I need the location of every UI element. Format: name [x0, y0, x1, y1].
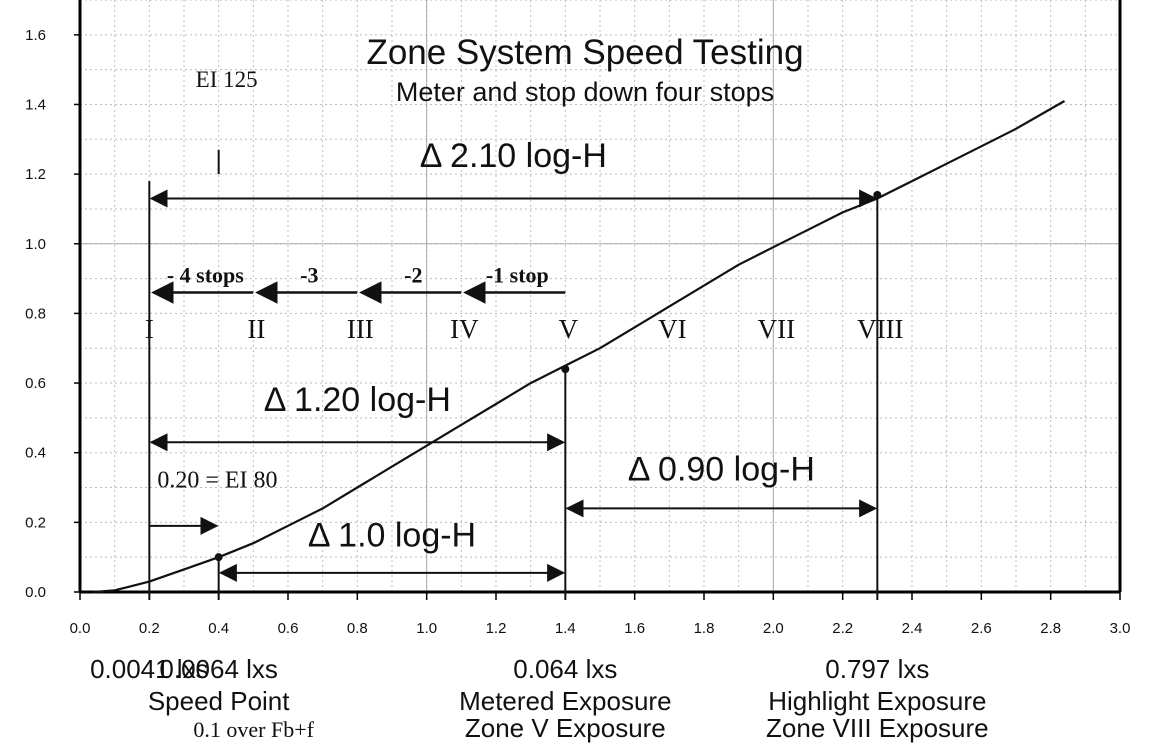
axes: 0.0 0.2 0.4 0.6 0.8 1.0 1.2 1.4 1.6 1.8 2.0 2.2 2.4 2…	[25, 0, 1130, 637]
stop-label: -3	[300, 263, 318, 288]
zone-label: V	[559, 314, 579, 344]
x-tick-label: 1.2	[486, 620, 507, 637]
x-tick-label: 1.0	[416, 620, 437, 637]
x-tick-label: 0.6	[278, 620, 299, 637]
x-tick-label: 1.6	[624, 620, 645, 637]
bottom-annotation-line: 0.1 over Fb+f	[193, 717, 314, 742]
x-tick-label: 2.6	[971, 620, 992, 637]
bottom-annotation-line: 0.064 lxs	[513, 654, 617, 684]
ei-80-label: 0.20 = EI 80	[157, 468, 277, 494]
span-label: Δ 0.90 log-H	[628, 451, 815, 489]
y-tick-label: 0.0	[25, 584, 46, 601]
y-tick-label: 1.4	[25, 96, 46, 113]
x-tick-label: 2.4	[902, 620, 923, 637]
x-tick-label: 1.4	[555, 620, 576, 637]
bottom-annotation-line: 0.0041 lxs	[90, 654, 209, 684]
zone-label: I	[145, 314, 154, 344]
bottom-annotation-line: 0.797 lxs	[825, 654, 929, 684]
y-tick-label: 0.8	[25, 305, 46, 322]
x-tick-label: 2.0	[763, 620, 784, 637]
y-tick-label: 1.6	[25, 27, 46, 44]
stop-label: -1 stop	[486, 263, 549, 288]
x-tick-label: 2.2	[832, 620, 853, 637]
y-tick-label: 1.2	[25, 166, 46, 183]
x-tick-label: 0.0	[70, 620, 91, 637]
y-tick-label: 0.2	[25, 514, 46, 531]
stop-label: -2	[404, 263, 422, 288]
x-tick-label: 1.8	[694, 620, 715, 637]
ei-125-label: EI 125	[196, 67, 258, 92]
zone-label: VI	[658, 314, 687, 344]
bottom-annotation-line: Metered Exposure	[459, 686, 671, 716]
span-label: Δ 1.20 log-H	[264, 381, 451, 419]
zone-label: VII	[758, 314, 795, 344]
x-tick-label: 2.8	[1040, 620, 1061, 637]
span-label: Δ 1.0 log-H	[308, 517, 476, 555]
y-tick-label: 0.4	[25, 445, 46, 462]
x-tick-label: 0.2	[139, 620, 160, 637]
bottom-annotation-line: Zone V Exposure	[465, 713, 666, 743]
x-tick-label: 0.8	[347, 620, 368, 637]
x-tick-label: 0.4	[208, 620, 229, 637]
x-tick-label: 3.0	[1110, 620, 1131, 637]
zone-label: III	[347, 314, 374, 344]
curve-point	[561, 365, 570, 374]
y-tick-label: 1.0	[25, 236, 46, 253]
curve-point	[214, 553, 223, 562]
chart-subtitle: Meter and stop down four stops	[396, 77, 774, 107]
curve-point	[873, 191, 882, 200]
zone-label: VIII	[857, 314, 903, 344]
bottom-annotation-line: 0.0064 lxs	[159, 654, 278, 684]
curve-group	[93, 100, 1066, 594]
bottom-annotation-line: Highlight Exposure	[768, 686, 986, 716]
annotations: EI 125 Δ 2.10 log-H Δ 1.20 log-H Δ 0.90 log…	[90, 67, 989, 743]
stop-label: - 4 stops	[167, 263, 244, 288]
bottom-annotation-line: Speed Point	[148, 686, 290, 716]
zone-label: II	[247, 314, 265, 344]
span-label: Δ 2.10 log-H	[420, 137, 607, 175]
bottom-annotation-line: Zone VIII Exposure	[766, 713, 989, 743]
y-tick-label: 0.6	[25, 375, 46, 392]
chart-title: Zone System Speed Testing	[366, 33, 803, 72]
zone-label: IV	[450, 314, 479, 344]
